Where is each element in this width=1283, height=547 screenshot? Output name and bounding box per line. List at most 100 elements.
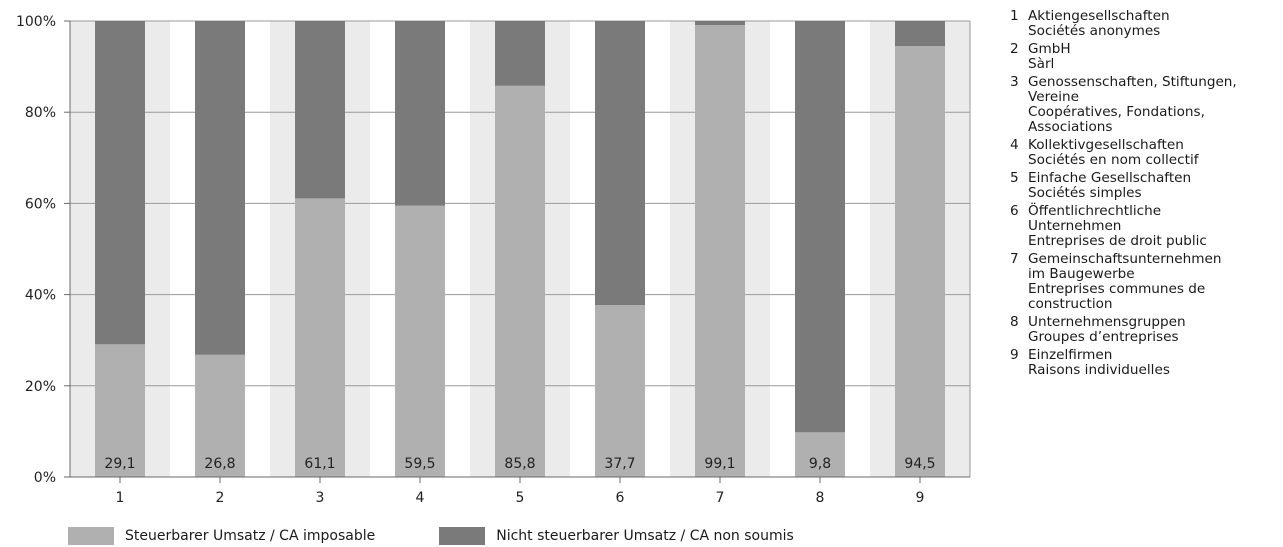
stacked-bar-chart: 0%20%40%60%80%100%29,1126,8261,1359,5485… — [16, 14, 971, 506]
bar-taxable — [695, 25, 745, 477]
y-tick-label: 100% — [16, 14, 56, 30]
category-key-line: Entreprises de droit public — [1028, 233, 1207, 249]
category-key-line: Raisons individuelles — [1028, 362, 1170, 378]
category-key-line: Groupes d’entreprises — [1028, 329, 1179, 345]
category-key-text: Einfache Gesellschaften Sociétés simples — [1028, 171, 1280, 201]
bar-non-taxable — [695, 21, 745, 26]
bar-taxable — [395, 205, 445, 477]
bar-non-taxable — [195, 21, 245, 355]
category-key-number: 6 — [1010, 203, 1019, 219]
category-key-text: Genossenschaften, Stiftungen, Vereine Coop… — [1028, 75, 1280, 135]
category-key-line: Entreprises communes de — [1028, 281, 1206, 297]
bar-non-taxable — [95, 21, 145, 345]
category-key-item: 3 Genossenschaften, Stiftungen, Vereine Coo… — [1010, 75, 1280, 135]
bar-value-label: 9,8 — [809, 456, 831, 472]
bar-value-label: 85,8 — [504, 456, 535, 472]
y-tick-label: 0% — [34, 470, 56, 486]
bar-value-label: 37,7 — [604, 456, 635, 472]
bar-non-taxable — [895, 21, 945, 47]
bar-non-taxable — [595, 21, 645, 306]
category-key: 1 Aktiengesellschaften Sociétés anonymes 2 G… — [1010, 9, 1280, 381]
x-tick-label: 8 — [816, 490, 825, 506]
category-key-text: Kollektivgesellschaften Sociétés en nom c… — [1028, 138, 1280, 168]
category-key-line: Sociétés anonymes — [1028, 23, 1161, 39]
bar-non-taxable — [295, 21, 345, 199]
bar-value-label: 99,1 — [704, 456, 735, 472]
category-key-number: 8 — [1010, 314, 1019, 330]
category-key-line: construction — [1028, 296, 1113, 312]
legend-item-non-taxable: Nicht steuerbarer Umsatz / CA non soumis — [439, 527, 794, 545]
x-tick-label: 7 — [716, 490, 725, 506]
category-key-item: 2 GmbH Sàrl — [1010, 42, 1280, 72]
category-key-number: 3 — [1010, 74, 1019, 90]
category-key-line: Vereine — [1028, 89, 1080, 105]
category-key-line: Sociétés en nom collectif — [1028, 152, 1199, 168]
category-key-item: 9 Einzelfirmen Raisons individuelles — [1010, 348, 1280, 378]
x-tick-label: 9 — [916, 490, 925, 506]
y-tick-label: 20% — [25, 379, 56, 395]
category-key-text: Öffentlichrechtliche Unternehmen Entrepris… — [1028, 204, 1280, 249]
bar-non-taxable — [795, 21, 845, 433]
category-key-text: Unternehmensgruppen Groupes d’entreprises — [1028, 315, 1280, 345]
category-key-item: 7 Gemeinschaftsunternehmen im Baugewerbe En… — [1010, 252, 1280, 312]
category-key-text: Einzelfirmen Raisons individuelles — [1028, 348, 1280, 378]
category-key-item: 5 Einfache Gesellschaften Sociétés simples — [1010, 171, 1280, 201]
x-tick-label: 4 — [416, 490, 425, 506]
bar-taxable — [595, 305, 645, 477]
category-key-line: Unternehmen — [1028, 218, 1122, 234]
bar-taxable — [95, 344, 145, 477]
category-key-line: Öffentlichrechtliche — [1028, 203, 1162, 219]
category-key-line: Coopératives, Fondations, — [1028, 104, 1205, 120]
legend-swatch-taxable — [68, 527, 114, 545]
category-key-text: GmbH Sàrl — [1028, 42, 1280, 72]
category-key-line: im Baugewerbe — [1028, 266, 1135, 282]
legend-label-taxable: Steuerbarer Umsatz / CA imposable — [125, 528, 376, 544]
category-key-number: 5 — [1010, 170, 1019, 186]
bar-non-taxable — [395, 21, 445, 206]
bar-value-label: 26,8 — [204, 456, 235, 472]
category-key-item: 6 Öffentlichrechtliche Unternehmen Entrepri… — [1010, 204, 1280, 249]
bar-taxable — [295, 198, 345, 477]
category-key-line: Gemeinschaftsunternehmen — [1028, 251, 1222, 267]
category-key-text: Gemeinschaftsunternehmen im Baugewerbe Ent… — [1028, 252, 1280, 312]
category-key-number: 2 — [1010, 41, 1019, 57]
bar-non-taxable — [495, 21, 545, 86]
bar-value-label: 61,1 — [304, 456, 335, 472]
category-key-line: Sociétés simples — [1028, 185, 1142, 201]
x-tick-label: 3 — [316, 490, 325, 506]
category-key-line: Associations — [1028, 119, 1113, 135]
bar-taxable — [495, 85, 545, 477]
legend-item-taxable: Steuerbarer Umsatz / CA imposable — [68, 527, 375, 545]
x-tick-label: 6 — [616, 490, 625, 506]
category-key-line: Genossenschaften, Stiftungen, — [1028, 74, 1237, 90]
category-key-item: 4 Kollektivgesellschaften Sociétés en nom … — [1010, 138, 1280, 168]
y-tick-label: 80% — [25, 105, 56, 121]
legend-swatch-non-taxable — [439, 527, 486, 545]
category-key-line: Einzelfirmen — [1028, 347, 1113, 363]
category-key-line: Aktiengesellschaften — [1028, 8, 1170, 24]
series-legend: Steuerbarer Umsatz / CA imposable Nicht … — [68, 527, 794, 545]
bar-taxable — [895, 46, 945, 477]
category-key-item: 8 Unternehmensgruppen Groupes d’entreprise… — [1010, 315, 1280, 345]
category-key-line: Einfache Gesellschaften — [1028, 170, 1192, 186]
category-key-line: Kollektivgesellschaften — [1028, 137, 1184, 153]
category-key-line: Sàrl — [1028, 56, 1055, 72]
bar-value-label: 94,5 — [904, 456, 935, 472]
category-key-item: 1 Aktiengesellschaften Sociétés anonymes — [1010, 9, 1280, 39]
y-tick-label: 60% — [25, 196, 56, 212]
bar-taxable — [795, 432, 845, 477]
category-key-number: 4 — [1010, 137, 1019, 153]
y-tick-label: 40% — [25, 288, 56, 304]
category-key-line: GmbH — [1028, 41, 1071, 57]
category-key-text: Aktiengesellschaften Sociétés anonymes — [1028, 9, 1280, 39]
legend-label-non-taxable: Nicht steuerbarer Umsatz / CA non soumis — [496, 528, 794, 544]
x-tick-label: 5 — [516, 490, 525, 506]
bar-taxable — [195, 354, 245, 477]
category-key-number: 7 — [1010, 251, 1019, 267]
bar-value-label: 29,1 — [104, 456, 135, 472]
x-tick-label: 2 — [216, 490, 225, 506]
x-tick-label: 1 — [116, 490, 125, 506]
bar-value-label: 59,5 — [404, 456, 435, 472]
category-key-line: Unternehmensgruppen — [1028, 314, 1186, 330]
category-key-number: 1 — [1010, 8, 1019, 24]
